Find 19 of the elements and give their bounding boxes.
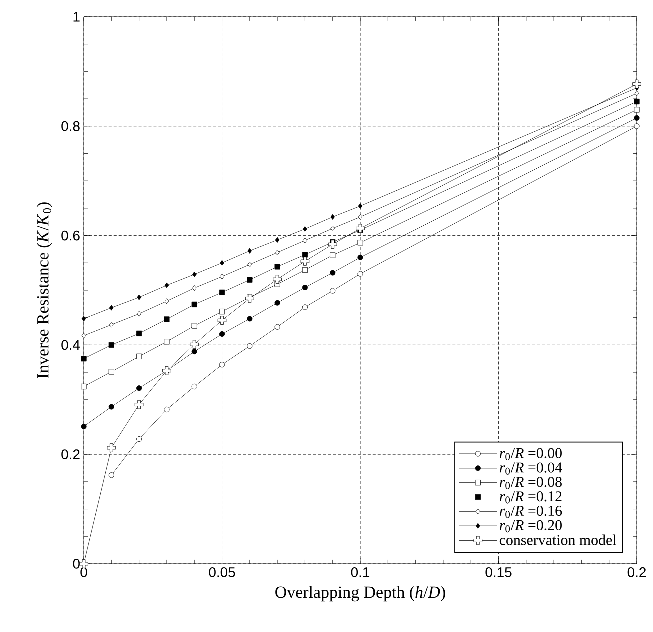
y-tick-label: 1: [74, 12, 80, 22]
legend-label: r$_{0}$/R =0.04: [500, 462, 562, 475]
x-tick-label: 0.2: [628, 567, 646, 578]
y-tick-label: 0.8: [62, 121, 80, 132]
legend-label: r$_{0}$/R =0.12: [500, 492, 562, 504]
legend-label: r$_{0}$/R =0.20: [500, 520, 562, 533]
x-tick-label: 0.05: [209, 567, 236, 578]
x-axis-title: Overlapping Depth (h/D): [276, 586, 446, 602]
x-tick-label: 0.1: [351, 567, 370, 578]
legend-label: r$_{0}$/R =0.08: [500, 477, 562, 490]
y-tick-label: 0.2: [62, 450, 80, 460]
legend-label: r$_{0}$/R =0.16: [500, 506, 562, 518]
y-tick-label: 0.4: [62, 340, 80, 350]
x-tick-label: 0.15: [486, 567, 512, 578]
legend-label: r$_{0}$/R =0.00: [500, 448, 562, 460]
y-tick-label: 0: [73, 559, 80, 569]
y-tick-label: 0.6: [62, 230, 80, 241]
x-tick-label: 0: [80, 567, 88, 578]
legend-label: conservation model: [500, 534, 616, 546]
